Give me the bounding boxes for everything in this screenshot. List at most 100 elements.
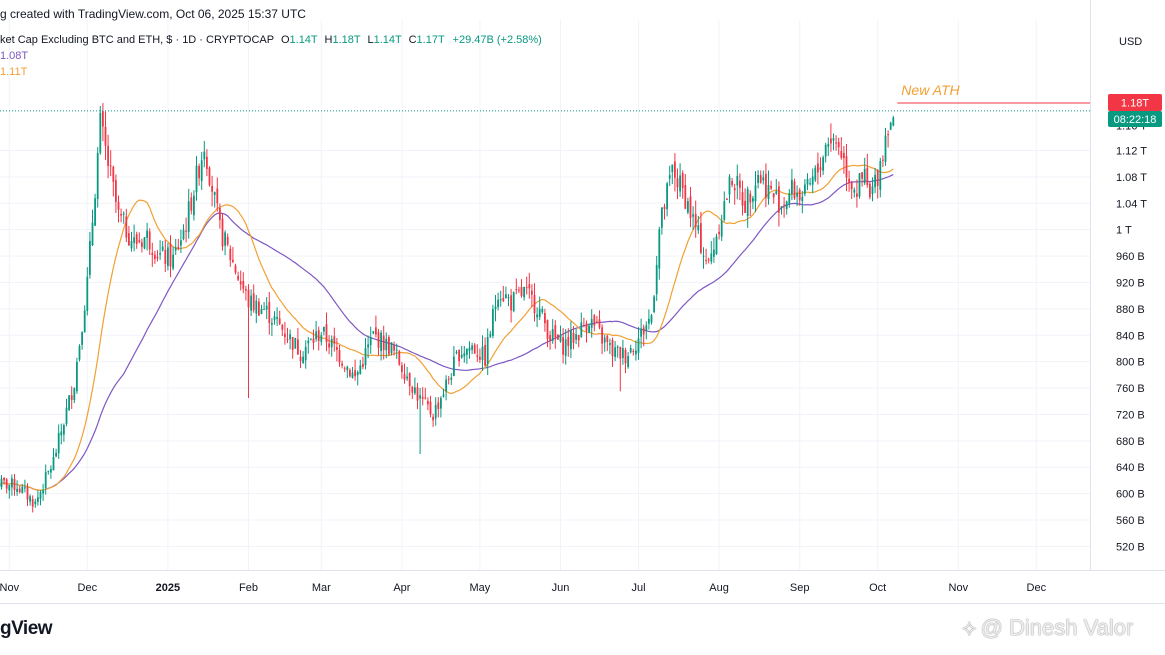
candle xyxy=(328,335,330,355)
candle xyxy=(382,325,385,360)
candle-body xyxy=(770,185,772,189)
candle xyxy=(518,286,520,294)
ma-slow-legend-value[interactable]: 1.08T xyxy=(0,50,29,62)
candle xyxy=(689,186,692,228)
price-tick-label: 800 B xyxy=(1116,357,1145,369)
change-value: +29.47B (+2.58%) xyxy=(452,34,542,46)
candle-body xyxy=(892,117,895,126)
candle-body xyxy=(718,231,720,235)
candle-body xyxy=(432,416,434,421)
candle xyxy=(536,307,538,328)
candle xyxy=(377,328,380,356)
candle xyxy=(34,498,37,508)
candle-body xyxy=(122,213,125,215)
candle xyxy=(187,188,190,239)
candle xyxy=(515,278,518,295)
candle xyxy=(809,177,811,186)
candle-body xyxy=(858,173,861,197)
candle-body xyxy=(125,216,128,238)
candle xyxy=(726,197,728,201)
candle xyxy=(866,153,869,188)
candle-body xyxy=(182,229,185,240)
candle-body xyxy=(853,189,856,193)
candle xyxy=(666,181,668,217)
candle xyxy=(180,229,182,254)
candle xyxy=(858,172,861,199)
candle-body xyxy=(44,472,47,488)
candle xyxy=(39,490,42,506)
candle-body xyxy=(302,356,304,363)
candle xyxy=(232,247,234,264)
candle-body xyxy=(291,337,294,350)
candle-body xyxy=(260,308,263,314)
candle xyxy=(648,309,650,330)
candle-body xyxy=(809,183,811,185)
candle-body xyxy=(299,356,302,361)
candle xyxy=(115,174,117,214)
candle-body xyxy=(676,178,679,188)
candle-body xyxy=(484,344,486,366)
candle-body xyxy=(528,284,531,289)
candle-body xyxy=(356,371,359,376)
candle xyxy=(341,360,343,369)
candle xyxy=(291,336,294,359)
candle xyxy=(585,320,588,343)
candle-body xyxy=(273,316,276,320)
candle-body xyxy=(835,142,837,144)
candle xyxy=(304,340,307,369)
candle xyxy=(723,191,726,222)
candle-body xyxy=(3,477,5,481)
candle xyxy=(247,284,250,398)
candle-body xyxy=(174,247,177,251)
candle-body xyxy=(533,294,536,314)
candle xyxy=(525,276,528,295)
ma-fast-legend-value[interactable]: 1.11T xyxy=(0,66,28,78)
candle xyxy=(759,170,762,184)
candle-body xyxy=(148,231,151,250)
candle xyxy=(195,156,198,201)
candle-body xyxy=(713,249,715,257)
candle-body xyxy=(531,290,533,295)
candle xyxy=(445,375,447,401)
candle xyxy=(206,149,208,177)
candle-body xyxy=(232,259,234,262)
candle xyxy=(601,324,603,355)
currency-label[interactable]: USD xyxy=(1119,36,1143,48)
candle xyxy=(182,224,185,241)
candle-body xyxy=(164,249,167,264)
candle-body xyxy=(580,322,583,338)
time-axis[interactable]: Nov Dec 2025 Feb Mar Apr May Jun Jul Aug Sep Oct Nov… xyxy=(0,582,1047,594)
author-watermark: ⟡ @ Dinesh Valor xyxy=(962,615,1133,641)
time-tick-label: Apr xyxy=(393,582,410,594)
candle xyxy=(369,326,372,354)
symbol-legend[interactable]: ket Cap Excluding BTC and ETH, $ · 1D · … xyxy=(0,34,542,46)
candle xyxy=(596,316,598,323)
candle-body xyxy=(575,334,577,340)
time-tick-label: Jun xyxy=(552,582,570,594)
candle-body xyxy=(874,174,876,188)
candle-body xyxy=(130,241,133,249)
open-value: 1.14T xyxy=(289,34,318,46)
candle-body xyxy=(146,230,148,238)
candle xyxy=(741,180,744,216)
candle xyxy=(375,315,377,338)
price-axis[interactable]: 1.12 T 1.08 T 1.04 T 1 T 960 B 920 B 880 B 840 … xyxy=(1108,93,1162,553)
candle-body xyxy=(616,346,619,348)
candle-body xyxy=(143,237,146,249)
candle xyxy=(884,127,887,166)
candle xyxy=(658,226,661,280)
candle-body xyxy=(642,327,645,335)
candle-body xyxy=(458,349,460,362)
candle-body xyxy=(52,456,55,471)
candle xyxy=(796,185,798,206)
candle xyxy=(713,237,715,263)
time-tick-label: Oct xyxy=(869,582,886,594)
candle-body xyxy=(866,167,869,186)
close-label: C xyxy=(408,34,417,46)
candle-body xyxy=(312,338,315,343)
candle-body xyxy=(31,498,34,507)
time-tick-label: Sep xyxy=(790,582,810,594)
price-tick-label: 880 B xyxy=(1116,304,1145,316)
candle-body xyxy=(138,240,141,243)
